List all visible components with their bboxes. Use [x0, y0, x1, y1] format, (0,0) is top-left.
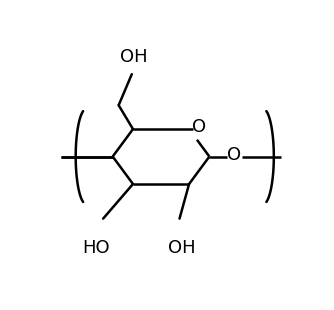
Text: HO: HO: [82, 239, 110, 257]
Text: O: O: [192, 118, 206, 136]
Text: OH: OH: [120, 48, 148, 66]
Text: OH: OH: [168, 239, 196, 257]
Text: O: O: [227, 146, 241, 164]
